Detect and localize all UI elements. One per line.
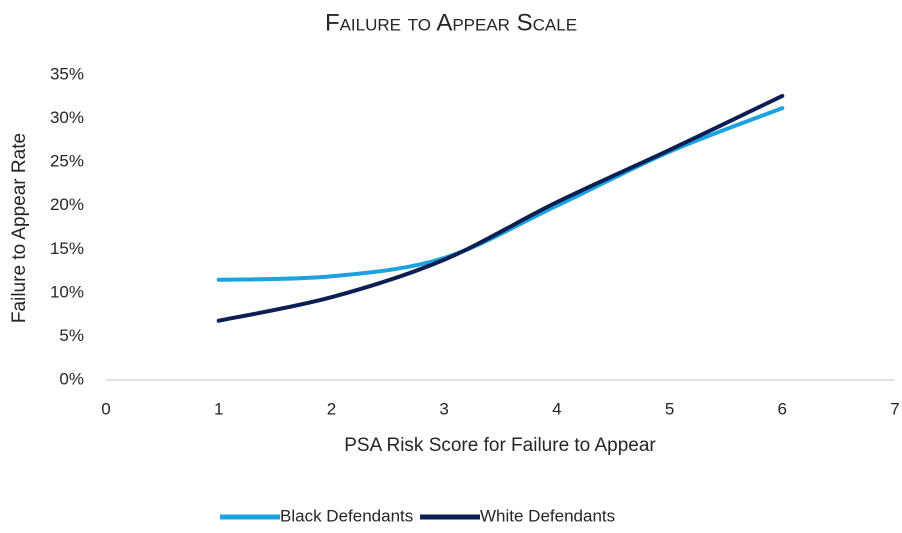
- y-tick-label: 30%: [50, 108, 84, 127]
- x-tick-label: 3: [439, 399, 448, 418]
- y-tick-label: 0%: [59, 369, 84, 388]
- x-axis-title: PSA Risk Score for Failure to Appear: [344, 435, 656, 456]
- x-tick-label: 1: [214, 399, 223, 418]
- line-series: [216, 106, 785, 282]
- x-tick-label: 4: [552, 399, 561, 418]
- y-tick-label: 10%: [50, 282, 84, 301]
- x-tick-label: 0: [101, 399, 110, 418]
- y-axis-title: Failure to Appear Rate: [9, 133, 30, 323]
- x-tick-label: 5: [665, 399, 674, 418]
- x-tick-label: 6: [778, 399, 787, 418]
- legend-label: White Defendants: [480, 506, 615, 525]
- x-tick-label: 2: [327, 399, 336, 418]
- x-tick-label: 7: [890, 399, 899, 418]
- y-tick-label: 15%: [50, 239, 84, 258]
- y-tick-label: 35%: [50, 64, 84, 83]
- chart-title: Failure to Appear Scale: [325, 9, 577, 36]
- line-series: [216, 93, 785, 323]
- y-tick-label: 25%: [50, 152, 84, 171]
- legend-label: Black Defendants: [280, 506, 413, 525]
- y-tick-label: 5%: [59, 326, 84, 345]
- y-tick-label: 20%: [50, 195, 84, 214]
